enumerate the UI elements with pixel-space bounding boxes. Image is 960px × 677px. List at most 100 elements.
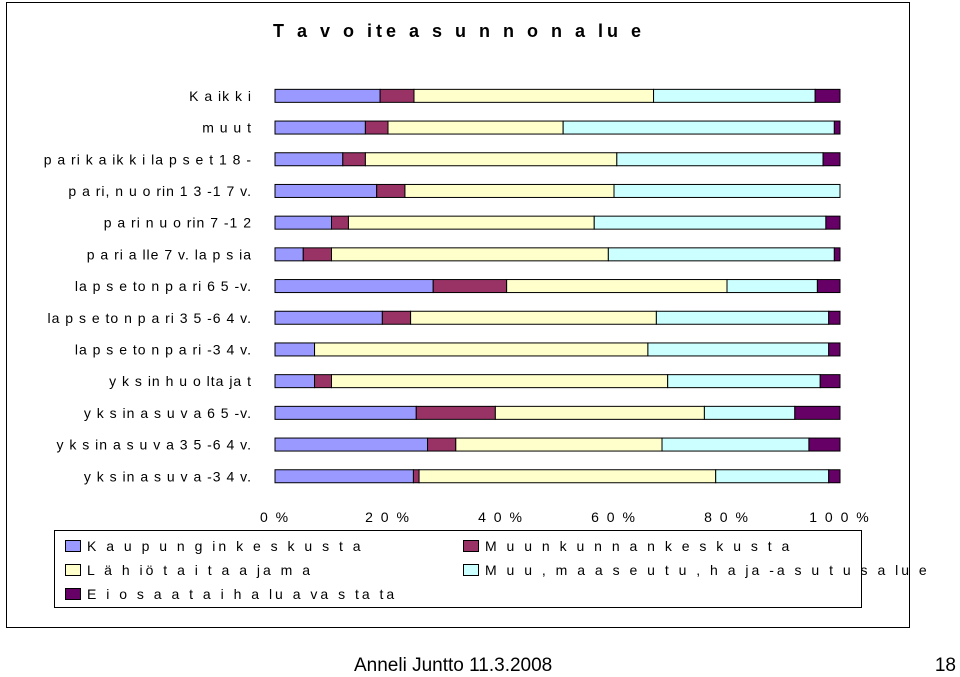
category-label-3: p a ri, n u o rin 1 3 -1 7 v.: [68, 183, 252, 199]
bar-segment-6-4: [816, 279, 841, 294]
bar-segment-11-1: [427, 437, 457, 452]
bar-segment-9-4: [819, 374, 841, 389]
category-label-1: m u u t: [202, 120, 252, 136]
legend-item-kaupungin-keskusta: K a u p u n g in k e s k u s t a: [65, 538, 364, 554]
bar-segment-6-0: [274, 279, 434, 294]
bar-segment-8-4: [828, 342, 841, 357]
chart-title: T a v o ite a s u n n o n a lu e: [272, 21, 646, 41]
bar-segment-11-4: [808, 437, 841, 452]
bar-segment-5-2: [331, 247, 609, 262]
category-label-11: y k s in a s u v a 3 5 -6 4 v.: [57, 437, 252, 453]
bar-segment-11-3: [661, 437, 810, 452]
bar-segment-5-1: [302, 247, 332, 262]
bar-segment-4-0: [274, 215, 332, 230]
bar-segment-3-0: [274, 183, 378, 198]
bar-segment-7-3: [655, 310, 830, 325]
bar-segment-6-3: [726, 279, 818, 294]
bar-segment-10-3: [703, 405, 796, 420]
bar-segment-8-0: [274, 342, 316, 357]
bar-segment-12-1: [412, 469, 420, 484]
category-label-4: p a ri n u o rin 7 -1 2: [104, 215, 252, 231]
legend-swatch-muun-kunnan-keskusta: [463, 540, 479, 552]
bar-segment-2-3: [616, 152, 824, 167]
bar-segment-5-4: [833, 247, 841, 262]
x-tick-label-1: 2 0 %: [365, 509, 411, 525]
category-label-9: y k s in h u o lta ja t: [109, 373, 252, 389]
bar-segment-3-1: [376, 183, 406, 198]
bar-segment-0-0: [274, 88, 381, 103]
bar-segment-1-0: [274, 120, 366, 135]
legend-swatch-maaseutu: [463, 564, 479, 576]
category-label-5: p a ri a lle 7 v. la p s ia: [87, 246, 252, 262]
bar-segment-9-3: [667, 374, 821, 389]
category-label-7: la p s e to n p a ri 3 5 -6 4 v.: [48, 310, 253, 326]
bar-segment-0-4: [814, 88, 841, 103]
bar-segment-5-3: [607, 247, 835, 262]
bar-segment-0-1: [379, 88, 415, 103]
page-number: 18: [934, 655, 956, 676]
category-label-6: la p s e to n p a ri 6 5 -v.: [75, 278, 252, 294]
legend-swatch-lahio: [65, 564, 81, 576]
bar-segment-9-1: [314, 374, 332, 389]
bar-segment-12-4: [828, 469, 841, 484]
bar-segment-1-3: [562, 120, 835, 135]
legend-label-kaupungin-keskusta: K a u p u n g in k e s k u s t a: [87, 538, 364, 554]
bar-segment-3-3: [613, 183, 841, 198]
legend-swatch-kaupungin-keskusta: [65, 540, 81, 552]
legend-item-muun-kunnan-keskusta: M u u n k u n n a n k e s k u s t a: [463, 538, 792, 554]
plot-area: K a ik k i m u u t p a ri k a ik k i la p …: [44, 88, 869, 525]
category-label-12: y k s in a s u v a -3 4 v.: [84, 468, 252, 484]
bar-segment-2-4: [822, 152, 841, 167]
bar-segment-11-2: [455, 437, 663, 452]
bar-segment-12-0: [274, 469, 414, 484]
category-label-8: la p s e to n p a ri -3 4 v.: [75, 341, 252, 357]
bar-segment-6-2: [506, 279, 728, 294]
bar-segment-9-0: [274, 374, 316, 389]
bar-segment-4-2: [347, 215, 595, 230]
category-label-10: y k s in a s u v a 6 5 -v.: [84, 405, 252, 421]
bar-segment-5-0: [274, 247, 304, 262]
legend-item-maaseutu: M u u , m a a s e u t u , h a ja -a s u …: [463, 562, 930, 578]
bar-segment-8-3: [647, 342, 830, 357]
bar-segment-7-2: [410, 310, 657, 325]
legend-item-lahio: L ä h iö t a i t a a ja m a: [65, 562, 313, 578]
bar-segment-4-4: [825, 215, 841, 230]
bar-segment-9-2: [331, 374, 669, 389]
bar-segment-6-1: [432, 279, 508, 294]
chart-frame: T a v o ite a s u n n o n a lu e: [6, 2, 910, 628]
bar-segment-12-3: [715, 469, 830, 484]
x-tick-label-0: 0 %: [260, 509, 290, 525]
legend-label-maaseutu: M u u , m a a s e u t u , h a ja -a s u …: [485, 562, 930, 578]
bar-segment-1-2: [387, 120, 564, 135]
bar-segment-4-3: [593, 215, 827, 230]
bar-segment-12-2: [418, 469, 717, 484]
bar-segment-0-3: [653, 88, 816, 103]
bar-segment-11-0: [274, 437, 429, 452]
category-label-0: K a ik k i: [189, 88, 252, 104]
legend-item-ei-osaa: E i o s a a t a i h a lu a va s ta ta: [65, 586, 397, 602]
bar-segment-4-1: [331, 215, 349, 230]
bar-segment-3-2: [404, 183, 615, 198]
x-tick-label-4: 8 0 %: [704, 509, 750, 525]
legend: K a u p u n g in k e s k u s t a M u u n…: [54, 530, 927, 608]
bar-segment-1-4: [833, 120, 841, 135]
bar-segment-0-2: [413, 88, 655, 103]
category-label-2: p a ri k a ik k i la p s e t 1 8 -: [44, 151, 252, 167]
x-tick-label-3: 6 0 %: [591, 509, 637, 525]
bar-segment-7-0: [274, 310, 383, 325]
bar-segment-10-1: [415, 405, 496, 420]
bar-segment-2-2: [364, 152, 618, 167]
bar-segment-7-1: [381, 310, 412, 325]
legend-label-muun-kunnan-keskusta: M u u n k u n n a n k e s k u s t a: [485, 538, 793, 554]
legend-swatch-ei-osaa: [65, 588, 81, 600]
bar-segment-10-2: [494, 405, 705, 420]
bar-segment-10-0: [274, 405, 417, 420]
bar-segment-2-1: [342, 152, 366, 167]
legend-label-ei-osaa: E i o s a a t a i h a lu a va s ta ta: [87, 586, 398, 602]
bar-segment-7-4: [828, 310, 841, 325]
legend-label-lahio: L ä h iö t a i t a a ja m a: [87, 562, 314, 578]
bar-segment-8-2: [314, 342, 649, 357]
bar-segment-10-4: [794, 405, 841, 420]
bar-segment-1-1: [364, 120, 389, 135]
footer-author: Anneli Juntto 11.3.2008: [354, 655, 553, 676]
